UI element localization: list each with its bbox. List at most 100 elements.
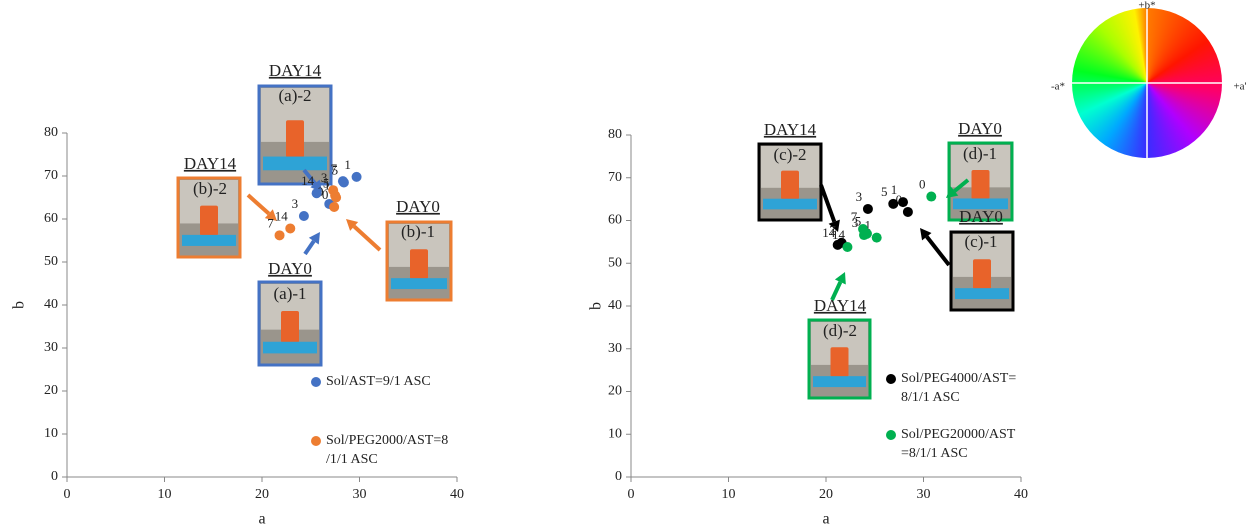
point (888, 198, 899, 209)
arrow (830, 281, 843, 301)
photo-frame (807, 318, 872, 400)
y-tick-label: 30 (44, 340, 58, 355)
arrow (246, 193, 271, 216)
annotation-day: DAY0 (268, 259, 312, 278)
y-axis-title: b (11, 301, 28, 309)
point (832, 239, 843, 250)
point-label: 1 (864, 218, 871, 233)
point-label: 5 (855, 214, 862, 229)
vial (286, 120, 304, 158)
point (330, 190, 341, 201)
y-tick-label: 80 (44, 125, 58, 140)
legend-label: Sol/PEG4000/AST= 8/1/1 ASC (901, 371, 1016, 405)
legend-marker (311, 377, 321, 387)
vial-base (955, 288, 1009, 300)
vial (781, 170, 799, 200)
point-label: 14 (275, 208, 289, 223)
wheel-label: -a* (1051, 81, 1065, 93)
x-tick-label: 0 (628, 487, 635, 502)
y-tick-label: 60 (44, 211, 58, 226)
y-tick-label: 40 (608, 298, 622, 313)
legend-label: Sol/PEG2000/AST=8/1/1 ASC (326, 433, 448, 467)
arrow (302, 168, 317, 185)
annotation-day: DAY0 (958, 119, 1002, 138)
arrow-head (920, 228, 932, 241)
arrow-head (946, 186, 959, 198)
x-tick-label: 40 (450, 487, 464, 502)
point-label: 7 (851, 209, 858, 224)
point-label: 3 (321, 170, 328, 185)
x-axis-title: a (258, 511, 265, 528)
point (329, 201, 340, 212)
point (337, 176, 348, 187)
annotation-panel: (b)-2 (193, 179, 227, 198)
vial (830, 347, 849, 377)
y-tick-label: 10 (608, 426, 622, 441)
vial-base (763, 198, 817, 210)
point (871, 232, 882, 243)
vial-base (953, 198, 1008, 210)
vial (281, 311, 299, 343)
x-tick-label: 40 (1014, 487, 1028, 502)
x-tick-label: 10 (158, 487, 172, 502)
annotation-day: DAY0 (959, 207, 1003, 226)
photo-frame (757, 142, 823, 222)
legend-marker (886, 430, 896, 440)
legend-label: Sol/AST=9/1 ASC (326, 374, 431, 389)
y-tick-label: 30 (608, 341, 622, 356)
y-tick-label: 80 (608, 127, 622, 142)
x-tick-label: 30 (353, 487, 367, 502)
y-tick-label: 20 (608, 384, 622, 399)
x-axis-title: a (822, 511, 829, 528)
point-label: 7 (331, 161, 338, 176)
y-tick-label: 70 (608, 170, 622, 185)
legend-marker (886, 374, 896, 384)
vial-base (182, 234, 236, 246)
annotation-panel: (a)-1 (273, 284, 306, 303)
point (862, 203, 873, 214)
point (898, 197, 909, 208)
photo-frame (949, 230, 1015, 312)
annotation-day: DAY14 (764, 120, 817, 139)
point (311, 188, 322, 199)
vial-base (263, 341, 317, 354)
annotation-panel: (c)-2 (773, 145, 806, 164)
point-label: 0 (322, 187, 329, 202)
annotation-day: DAY14 (814, 296, 867, 315)
vial (410, 249, 428, 279)
point-label: 7 (829, 223, 836, 238)
y-tick-label: 50 (44, 254, 58, 269)
arrow-head (828, 219, 840, 232)
photo-frame (947, 141, 1014, 222)
arrow-head (308, 232, 320, 245)
point (351, 171, 362, 182)
point-label: 14 (822, 225, 836, 240)
point (902, 206, 913, 217)
arrow (819, 184, 837, 223)
point (274, 230, 285, 241)
arrow (303, 239, 316, 256)
legend-label: Sol/PEG20000/AST =8/1/1 ASC (901, 427, 1016, 461)
point-label: 14 (301, 173, 315, 188)
point-label: 1 (891, 182, 898, 197)
x-tick-label: 0 (64, 487, 71, 502)
arrow-head (264, 209, 277, 221)
vial (200, 205, 218, 236)
legend-marker (311, 436, 321, 446)
wheel-label: +a' (1233, 81, 1246, 93)
point-label: 5 (332, 162, 339, 177)
annotation-day: DAY14 (269, 61, 322, 80)
y-tick-label: 0 (615, 469, 622, 484)
point (926, 191, 937, 202)
wheel-label: +b* (1138, 0, 1155, 12)
vial-base (813, 376, 866, 388)
annotation-panel: (c)-1 (964, 232, 997, 251)
annotation-day: DAY0 (396, 197, 440, 216)
annotation-panel: (a)-2 (278, 86, 311, 105)
point-label: 1 (324, 177, 331, 192)
photo-frame (385, 220, 453, 302)
vial (973, 259, 991, 289)
annotation-day: DAY14 (184, 154, 237, 173)
arrow (352, 224, 382, 252)
